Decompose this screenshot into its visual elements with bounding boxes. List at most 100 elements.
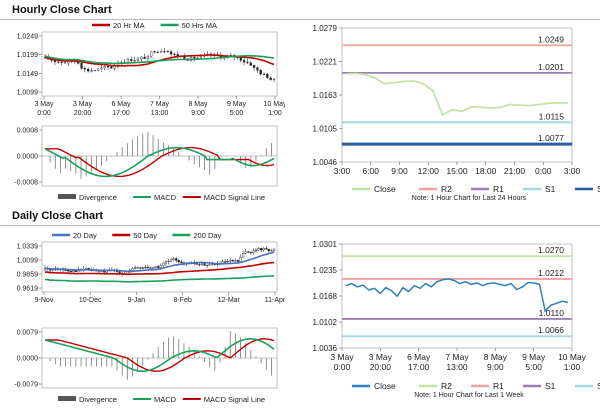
y-tick-label: 0.0000 — [17, 356, 39, 363]
candle-body — [130, 59, 133, 61]
candle-body — [74, 270, 77, 272]
daily-section-title: Daily Close Chart — [12, 210, 104, 222]
legend-label: R2 — [441, 381, 452, 391]
legend-label: 20 Hr MA — [113, 21, 145, 30]
x-tick-label: 20:00 — [74, 110, 92, 117]
candle-body — [206, 264, 209, 266]
legend-label: Close — [374, 184, 396, 194]
y-tick-label: 0.0079 — [17, 330, 39, 337]
candle-body — [139, 267, 142, 269]
hourly-price-chart: 20 Hr MA 50 Hrs MA 1.0249 1.0199 1.0149 1.009… — [17, 21, 285, 117]
candle-body — [266, 74, 269, 79]
candle-body — [260, 248, 263, 251]
x-tick-label: 6 May — [111, 101, 131, 108]
macd-signal-line — [45, 338, 275, 372]
x-tick-label: 10-Dec — [79, 297, 102, 304]
x-tick-label: 9:00 — [487, 362, 504, 372]
x-tick-label: 9-Nov — [35, 297, 54, 304]
legend-label: S1 — [545, 184, 556, 194]
candle-body — [236, 260, 240, 262]
level-label-s2: 1.0077 — [538, 133, 564, 143]
candle-body — [252, 65, 256, 68]
legend-label: 50 Day — [133, 231, 157, 240]
macd-line — [44, 146, 275, 178]
y-tick-label: 1.0036 — [313, 344, 338, 353]
x-tick-label: 0:00 — [535, 166, 552, 176]
x-tick-label: 7 May — [150, 101, 170, 108]
candle-body — [126, 271, 129, 274]
candle-body — [256, 67, 259, 71]
legend-label: S2 — [597, 381, 600, 391]
candle-body — [249, 251, 252, 253]
candle-body — [239, 256, 242, 262]
x-tick-label: 1:00 — [564, 362, 581, 372]
ma-line-50-day — [45, 261, 275, 276]
candle-body — [272, 248, 276, 251]
legend-label: MACD — [154, 395, 177, 404]
candle-body — [254, 249, 258, 251]
legend-label: S2 — [597, 184, 600, 194]
level-label-s2: 1.0066 — [538, 325, 564, 335]
level-label-r2: 1.0270 — [538, 245, 564, 255]
macd-line — [44, 337, 275, 373]
candle-body — [153, 51, 156, 53]
candle-body — [143, 56, 146, 60]
y-tick-label: 1.0046 — [313, 158, 338, 167]
candle-body — [269, 77, 272, 81]
x-tick-label: 20:00 — [370, 362, 392, 372]
candle-body — [87, 68, 90, 72]
candle-body — [167, 260, 170, 262]
candle-body — [193, 57, 196, 59]
y-tick-label: 1.0168 — [313, 292, 338, 301]
y-tick-label: 1.0221 — [313, 58, 338, 67]
x-tick-label: 0:00 — [334, 362, 351, 372]
candle-body — [267, 249, 270, 252]
x-tick-label: 5:00 — [525, 362, 542, 372]
candle-body — [224, 261, 227, 263]
ma-line-50-hrs-ma — [44, 55, 275, 65]
candle-body — [198, 264, 201, 266]
candle-body — [160, 51, 163, 53]
candle-body — [270, 250, 273, 252]
candle-body — [154, 266, 157, 268]
candle-body — [172, 258, 175, 260]
x-tick-label: 3:00 — [334, 166, 351, 176]
legend-label: 200 Day — [193, 231, 221, 240]
candle-body — [97, 68, 100, 71]
x-tick-label: 3 May — [73, 101, 93, 108]
x-tick-label: 12:00 — [418, 166, 440, 176]
daily-macd-chart: 0.0079 0.0000 -0.0079 Divergence MACD MACD Si… — [14, 327, 278, 404]
legend-label: 20 Day — [73, 231, 97, 240]
y-tick-label: 1.0339 — [17, 244, 39, 251]
hourly-divider — [0, 19, 600, 20]
y-tick-label: 1.0149 — [17, 71, 39, 78]
y-tick-label: 1.0199 — [17, 52, 39, 59]
x-tick-label: 15:00 — [446, 166, 468, 176]
y-tick-label: 1.0301 — [313, 240, 338, 249]
y-tick-label: 1.0102 — [313, 318, 338, 327]
candle-body — [110, 66, 113, 69]
candle-body — [131, 268, 134, 271]
chart-note: Note: 1 Hour Chart for Last 1 Week — [414, 392, 524, 399]
candle-body — [272, 78, 276, 81]
daily-divider — [0, 225, 600, 226]
x-tick-label: 9-Jan — [128, 297, 146, 304]
candle-body — [141, 267, 144, 269]
legend-label: MACD Signal Line — [204, 395, 265, 404]
candle-body — [166, 51, 169, 53]
hourly-macd-chart: 0.0008 0.0000 -0.0008 Divergence MACD MACD Si… — [14, 125, 278, 202]
candle-body — [252, 250, 255, 253]
candle-body — [259, 69, 262, 75]
ma-line-20-day — [45, 251, 275, 273]
x-tick-label: 3 May — [369, 352, 393, 362]
legend-label: Close — [374, 381, 396, 391]
candle-body — [60, 61, 63, 63]
candle-body — [80, 63, 83, 69]
plot-frame — [41, 31, 278, 97]
x-tick-label: 8 May — [484, 352, 508, 362]
candle-body — [93, 70, 96, 72]
candle-body — [195, 263, 198, 265]
candle-body — [257, 248, 260, 251]
candle-body — [163, 51, 166, 53]
y-tick-label: 0.0008 — [17, 128, 39, 135]
